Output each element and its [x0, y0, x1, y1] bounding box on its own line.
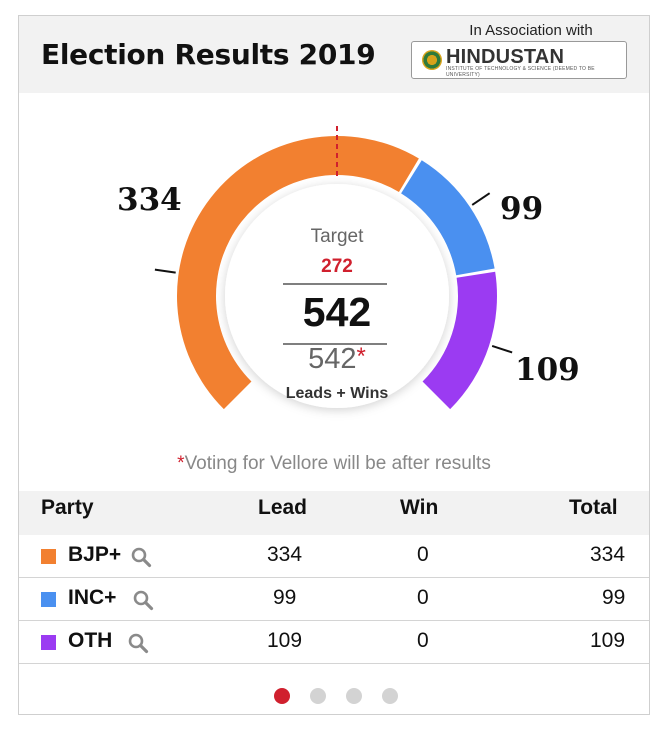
vellore-note: *Voting for Vellore will be after result…	[19, 453, 649, 475]
widget-header: Election Results 2019 In Association wit…	[19, 16, 649, 93]
seat-gauge	[154, 126, 513, 410]
widget-title: Election Results 2019	[41, 38, 376, 71]
party-name: BJP+	[68, 543, 122, 566]
target-value: 272	[321, 256, 353, 277]
carousel-pagination	[19, 688, 649, 708]
pagination-dot[interactable]	[274, 688, 290, 704]
note-text: Voting for Vellore will be after results	[184, 453, 491, 474]
declared-value: 542	[308, 343, 357, 375]
declared-count: 542*	[219, 343, 455, 376]
table-row: INC+ 99 0 99	[19, 578, 649, 621]
sponsor-logo[interactable]: HINDUSTAN INSTITUTE OF TECHNOLOGY & SCIE…	[411, 41, 627, 79]
win-value: 0	[417, 629, 429, 652]
table-row: BJP+ 334 0 334	[19, 535, 649, 578]
gauge-value-oth: 109	[515, 352, 580, 388]
election-results-widget: Election Results 2019 In Association wit…	[18, 15, 650, 715]
column-header-lead: Lead	[258, 496, 308, 519]
lead-value: 334	[267, 543, 303, 566]
table-row: OTH 109 0 109	[19, 621, 649, 664]
gauge-leader-line	[471, 192, 491, 206]
target-label: Target	[310, 226, 364, 247]
gauge-segment-oth	[422, 271, 498, 410]
sponsor-name: HINDUSTAN	[446, 46, 565, 68]
win-value: 0	[417, 586, 429, 609]
sponsor-subtitle: INSTITUTE OF TECHNOLOGY & SCIENCE (DEEME…	[446, 66, 595, 78]
gauge-center-disc	[225, 184, 449, 408]
party-color-swatch	[41, 549, 56, 564]
declared-asterisk: *	[356, 343, 366, 370]
lead-value: 109	[267, 629, 303, 652]
party-name: OTH	[68, 629, 113, 652]
gauge-value-bjp: 334	[117, 182, 182, 218]
search-icon[interactable]	[127, 632, 149, 654]
party-color-swatch	[41, 592, 56, 607]
table-header	[19, 491, 649, 535]
party-name: INC+	[68, 586, 117, 609]
pagination-dot[interactable]	[310, 688, 326, 704]
gauge-leader-line	[154, 268, 176, 274]
total-seats-value: 542	[302, 289, 372, 335]
total-value: 99	[602, 586, 626, 609]
party-color-swatch	[41, 635, 56, 650]
association-label: In Association with	[469, 22, 593, 39]
gauge-value-inc: 99	[500, 191, 544, 227]
column-header-total: Total	[569, 496, 618, 519]
pagination-dot[interactable]	[382, 688, 398, 704]
lead-value: 99	[273, 586, 297, 609]
column-header-win: Win	[400, 496, 439, 519]
column-header-party: Party	[41, 496, 94, 519]
gauge-segment-bjp	[176, 135, 419, 410]
sponsor-emblem-icon	[422, 50, 442, 70]
total-value: 334	[590, 543, 626, 566]
pagination-dot[interactable]	[346, 688, 362, 704]
gauge-leader-line	[491, 345, 513, 354]
leads-wins-label: Leads + Wins	[285, 385, 389, 402]
total-value: 109	[590, 629, 626, 652]
win-value: 0	[417, 543, 429, 566]
gauge-segment-inc	[401, 160, 495, 276]
search-icon[interactable]	[132, 589, 154, 611]
note-asterisk: *	[177, 453, 185, 474]
search-icon[interactable]	[130, 546, 152, 568]
